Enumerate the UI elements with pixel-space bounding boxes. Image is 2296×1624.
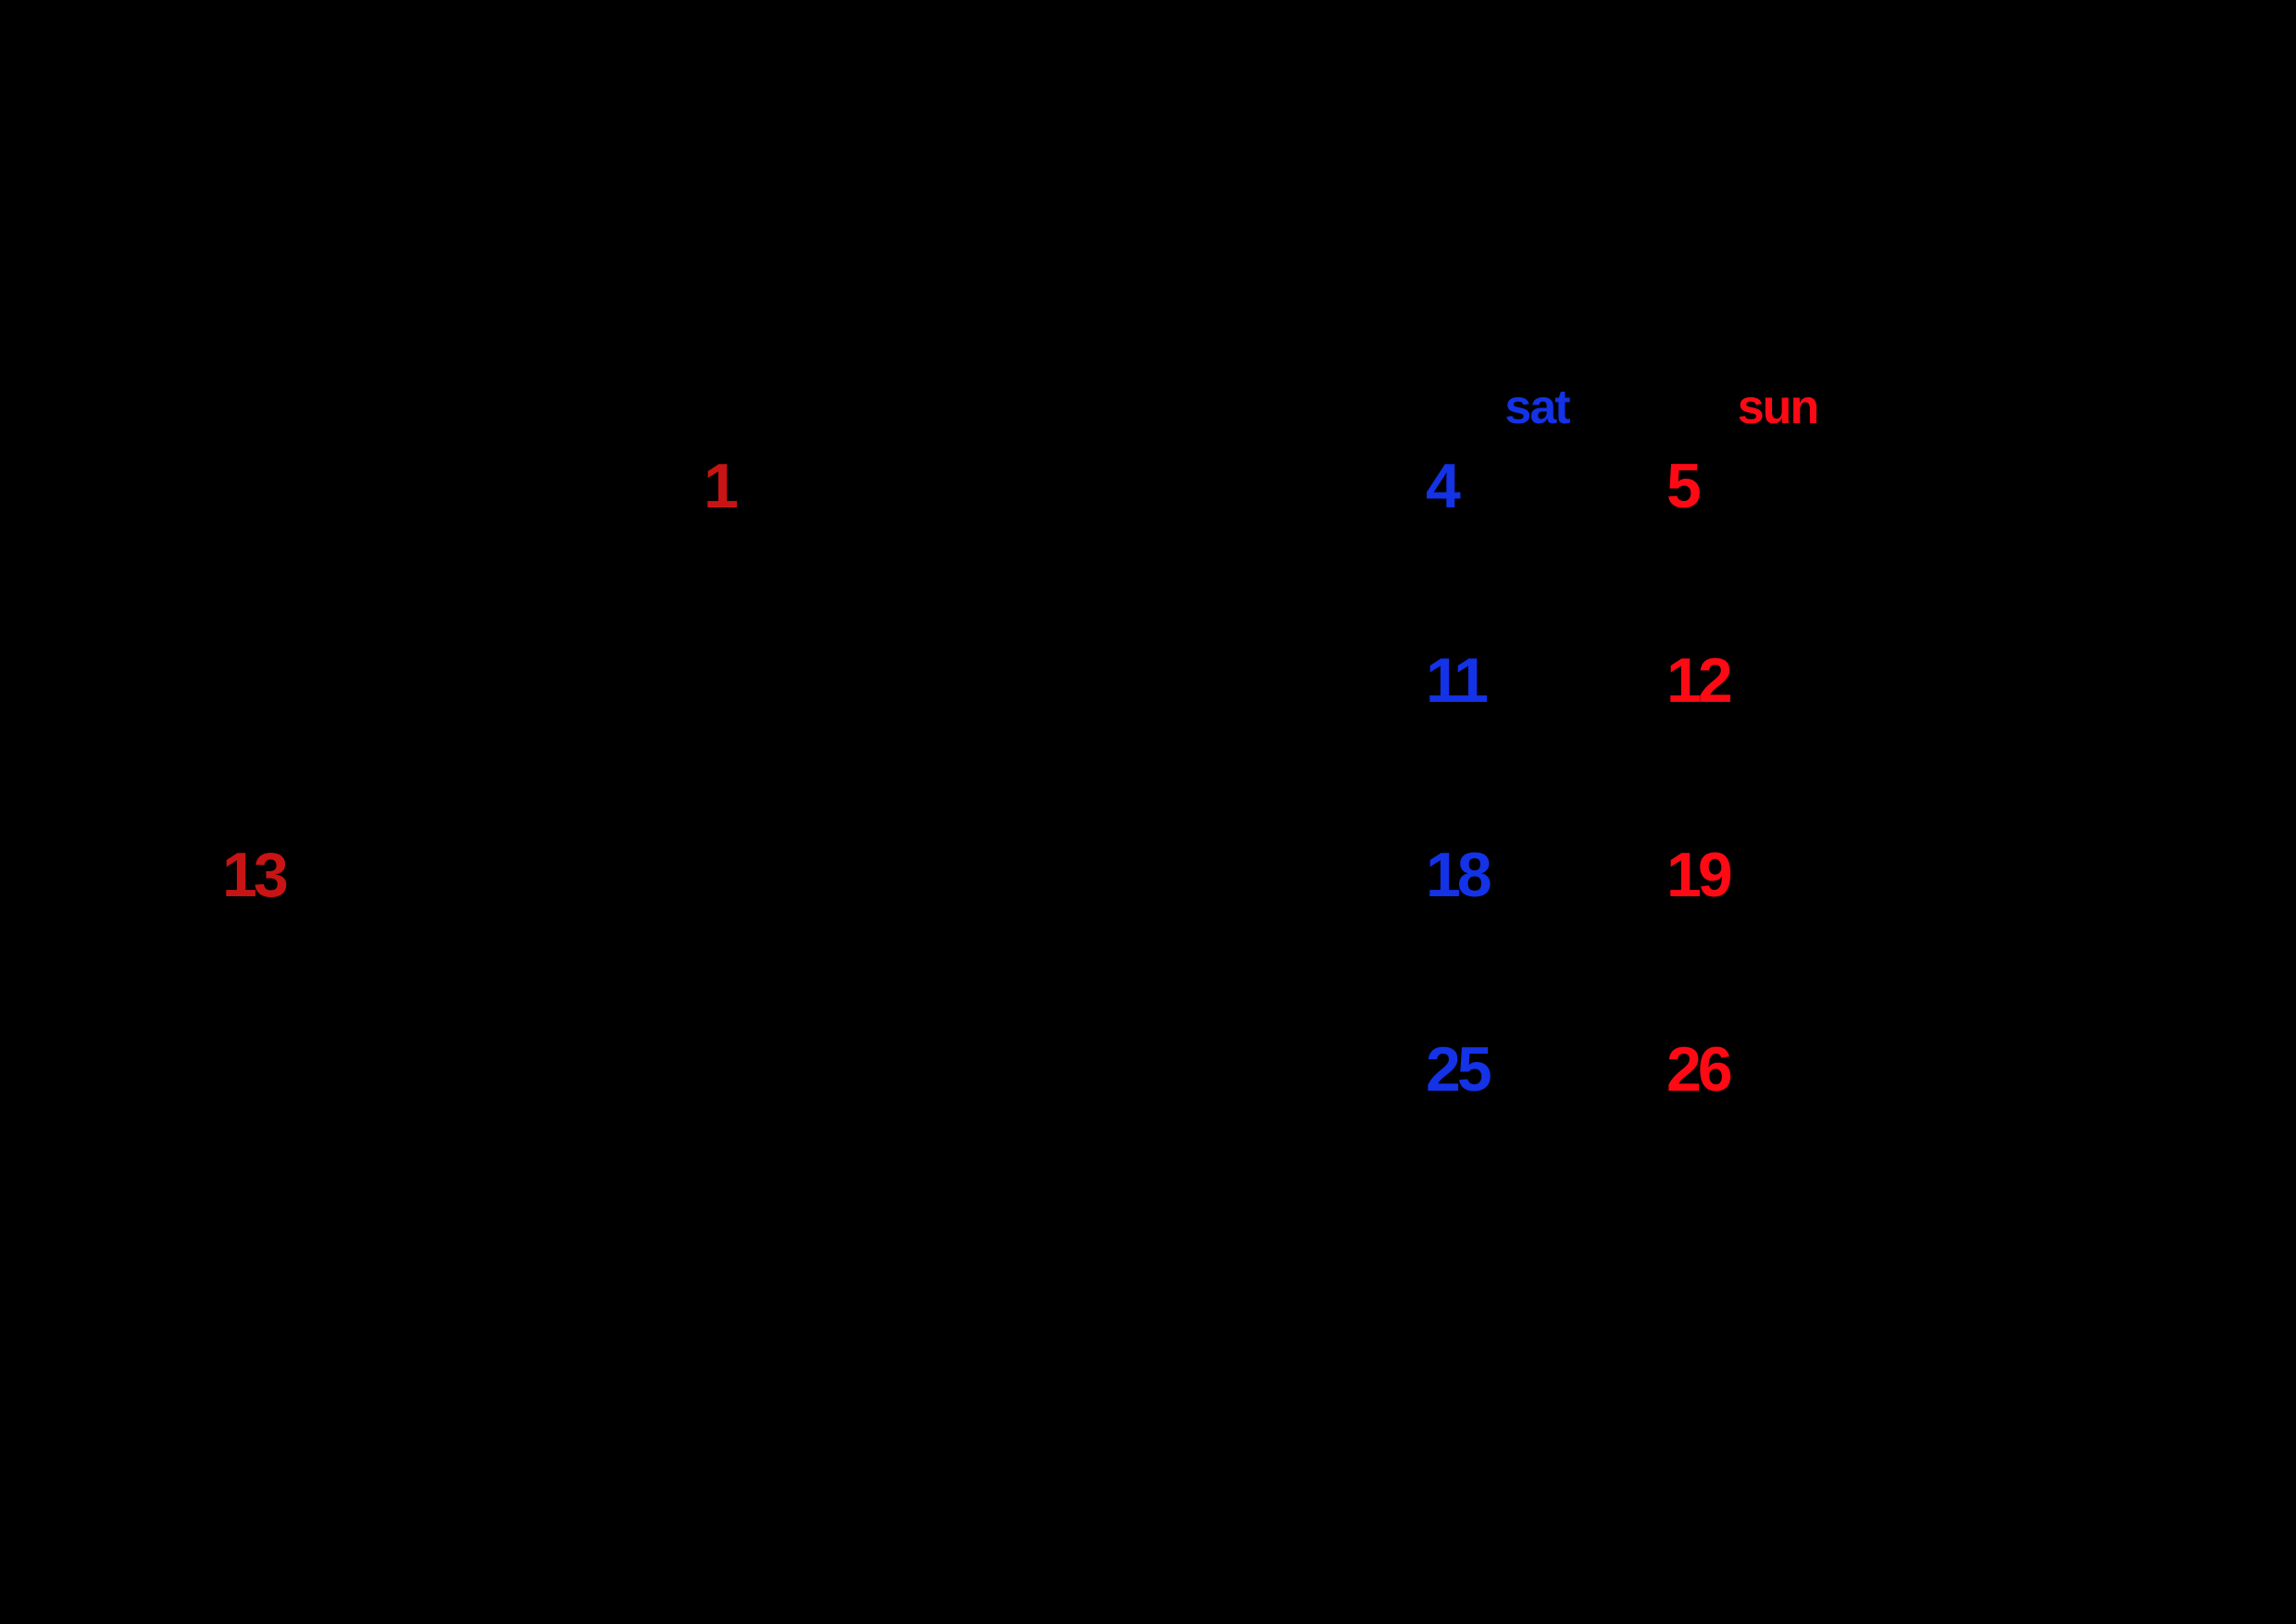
day-cell: 20 xyxy=(213,1028,454,1106)
day-cell: 13 xyxy=(213,833,454,911)
day-cell: 21 xyxy=(454,1028,694,1106)
day-cell: 1 xyxy=(694,444,935,522)
header-wed: wed xyxy=(694,380,935,444)
day-cell: 6 xyxy=(213,639,454,717)
day-cell: 3 xyxy=(1176,444,1416,522)
day-cell: 25 xyxy=(1416,1028,1657,1106)
header-fri: fri xyxy=(1176,380,1416,444)
day-cell: 24 xyxy=(1176,1028,1416,1106)
day-cell: 4 xyxy=(1416,444,1657,522)
day-cell: 26 xyxy=(1657,1028,1898,1106)
header-sat: sat xyxy=(1416,380,1657,444)
day-cell: 27 xyxy=(213,1222,454,1300)
header-mon: mon xyxy=(213,380,454,444)
day-cell: 22 xyxy=(694,1028,935,1106)
day-cell xyxy=(213,444,454,450)
day-cell: 14 xyxy=(454,833,694,911)
day-cell: 11 xyxy=(1416,639,1657,717)
day-cell: 10 xyxy=(1176,639,1416,717)
day-cell: 28 xyxy=(454,1222,694,1300)
day-cell: 12 xyxy=(1657,639,1898,717)
day-cell xyxy=(1416,1222,1657,1228)
day-cell: 7 xyxy=(454,639,694,717)
day-cell: 2 xyxy=(935,444,1176,522)
day-cell: 19 xyxy=(1657,833,1898,911)
day-cell: 8 xyxy=(694,639,935,717)
header-sun: sun xyxy=(1657,380,1898,444)
day-cell xyxy=(454,444,694,450)
day-cell: 16 xyxy=(935,833,1176,911)
day-cell: 5 xyxy=(1657,444,1898,522)
day-cell: 31 xyxy=(1176,1222,1416,1300)
day-cell: 15 xyxy=(694,833,935,911)
header-tue: tue xyxy=(454,380,694,444)
day-cell xyxy=(1657,1222,1898,1228)
day-cell: 23 xyxy=(935,1028,1176,1106)
day-cell: 18 xyxy=(1416,833,1657,911)
day-cell: 30 xyxy=(935,1222,1176,1300)
calendar-grid: mon tue wed thu fri sat sun 1 2 3 4 5 6 … xyxy=(213,250,1898,1417)
day-cell: 29 xyxy=(694,1222,935,1300)
header-thu: thu xyxy=(935,380,1176,444)
day-cell: 9 xyxy=(935,639,1176,717)
day-cell: 17 xyxy=(1176,833,1416,911)
